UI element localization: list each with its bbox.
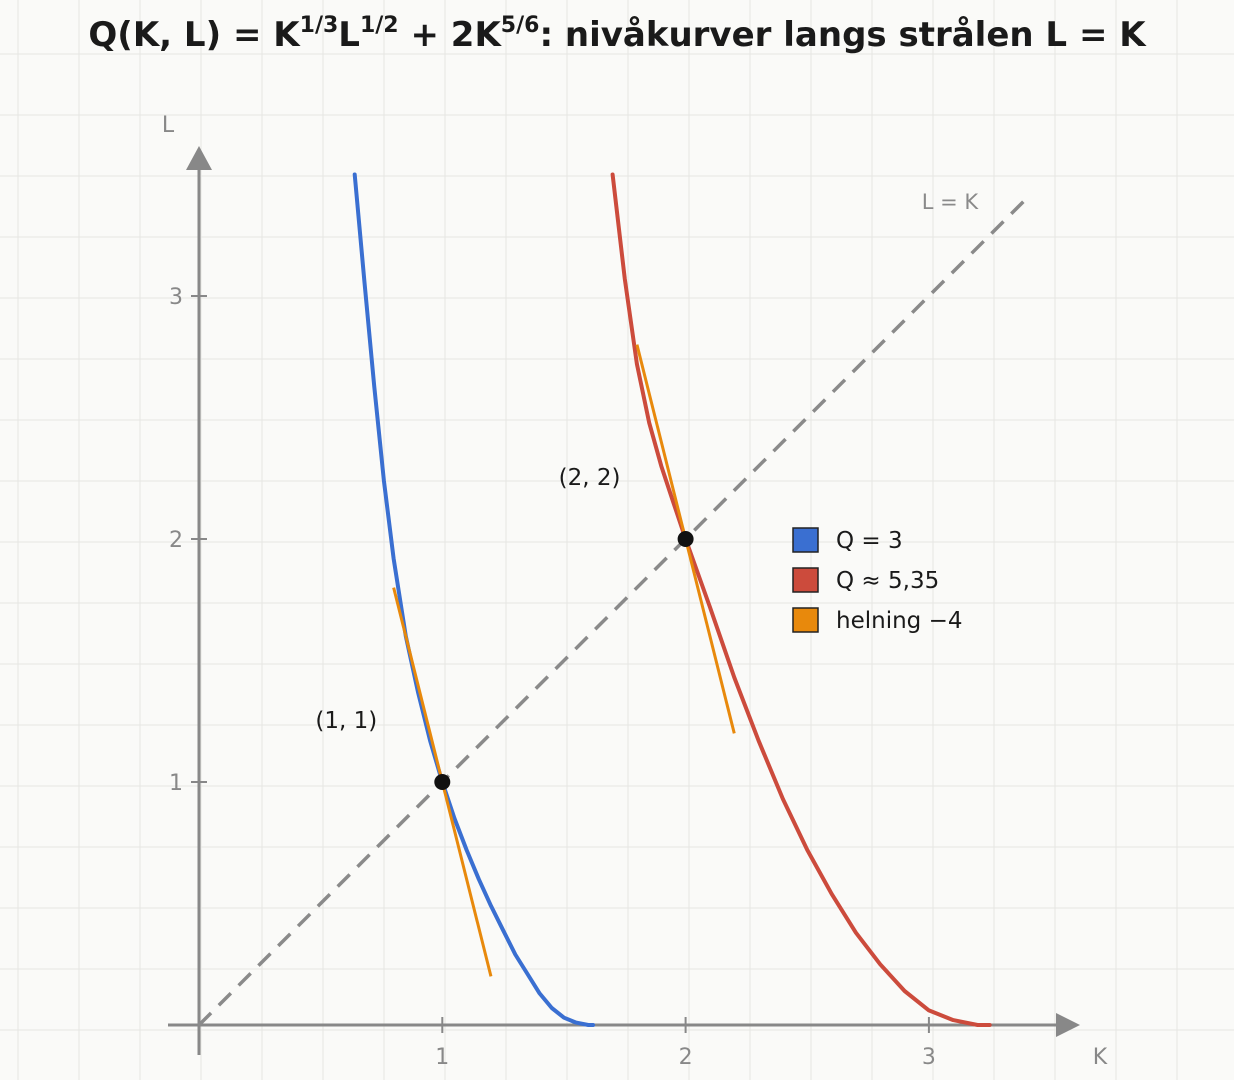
point-label: (2, 2) (559, 465, 621, 491)
legend-entry: Q ≈ 5,35 (836, 568, 939, 594)
legend-swatch (792, 527, 819, 553)
y-tick-label: 1 (169, 771, 183, 796)
y-tick-label: 2 (169, 528, 183, 553)
tangency-point (677, 531, 694, 547)
y-axis-label: L (162, 113, 175, 138)
legend-entry: Q = 3 (836, 528, 903, 554)
points-group: (1, 1) (2, 2) (315, 465, 694, 790)
y-tick-label: 3 (169, 285, 183, 310)
title-exponent-k2: 5/6 (501, 13, 540, 38)
title-l: L (338, 15, 360, 55)
legend-entry: helning −4 (836, 608, 962, 634)
x-axis-arrow (1056, 1013, 1080, 1037)
title-exponent-l: 1/2 (360, 13, 399, 38)
chart-title: Q(K, L) = K1/3L1/2 + 2K5/6: nivåkurver l… (88, 13, 1147, 55)
x-axis-label: K (1093, 1045, 1108, 1070)
x-tick-label: 3 (922, 1045, 936, 1070)
x-tick-label: 1 (435, 1045, 449, 1070)
title-plus-term: + 2K (399, 15, 503, 55)
title-suffix: : nivåkurver langs strålen L = K (539, 15, 1147, 55)
axes: K L 1 2 3 1 2 3 (162, 113, 1108, 1070)
legend-swatch (792, 607, 819, 633)
tangency-point (434, 774, 451, 790)
point-label: (1, 1) (315, 708, 377, 734)
title-exponent-k: 1/3 (300, 13, 339, 38)
curves-group (352, 172, 992, 1027)
x-tick-label: 2 (679, 1045, 693, 1070)
title-prefix: Q(K, L) = K (88, 15, 301, 55)
ray-group: L = K (197, 190, 1028, 1027)
legend: Q = 3 Q ≈ 5,35 helning −4 (792, 527, 962, 634)
y-axis-arrow (186, 146, 212, 170)
level-curve-1 (352, 172, 596, 1027)
ray-label: L = K (922, 190, 980, 214)
legend-swatch (792, 567, 819, 593)
level-curve-2 (610, 172, 992, 1027)
